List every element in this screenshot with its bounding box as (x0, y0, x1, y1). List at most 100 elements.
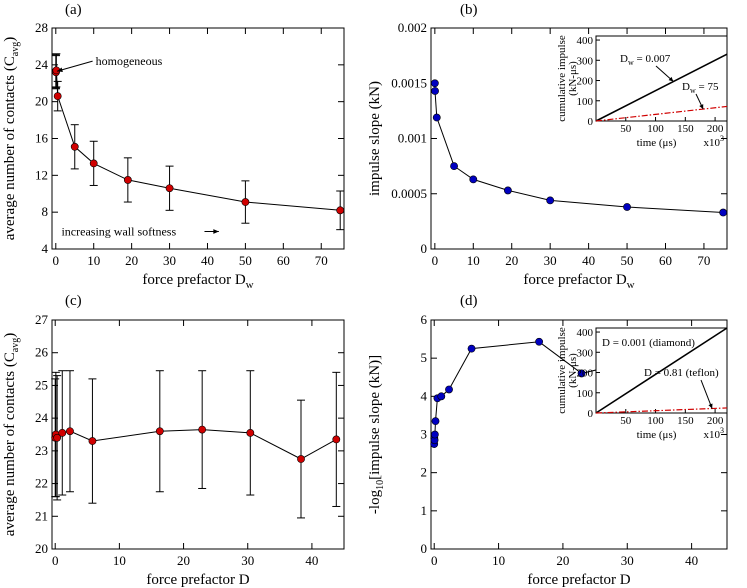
inset-y-axis-unit: (kN-μs) (567, 61, 579, 96)
data-point (66, 427, 74, 436)
data-point (53, 92, 62, 101)
x-tick-label: 30 (163, 253, 176, 268)
x-tick-label: 20 (125, 253, 138, 268)
x-tick-label: 0 (52, 553, 59, 568)
inset-x-label-main: time (μs) (637, 137, 677, 149)
y-axis-label-close: ) (2, 333, 18, 338)
data-point (467, 344, 476, 353)
inset-x-multiplier-base: x10 (704, 137, 721, 149)
panel-b: 0 10 20 30 40 50 60 7000.00050.0010.00150.002(b… (367, 2, 728, 291)
y-axis-label-rest: [impulse slope (kN)] (367, 355, 383, 480)
inset-series-line (595, 105, 728, 122)
inset-series-line (595, 327, 728, 414)
y-tick-label: 28 (35, 20, 48, 35)
y-tick-label: 5 (421, 350, 428, 365)
x-tick-label: 50 (239, 253, 252, 268)
data-point (430, 79, 439, 88)
inset-y-tick-label: 100 (577, 388, 594, 400)
x-tick-label: 0 (432, 253, 439, 268)
inset-y-tick-label: 200 (577, 76, 594, 88)
inset-x-tick-label: 100 (647, 123, 664, 135)
inset-x-axis-label: time (μs) (637, 429, 677, 441)
data-point (297, 455, 305, 463)
inset-x-multiplier: x103 (704, 426, 725, 441)
y-tick-label: 3 (421, 427, 428, 442)
y-tick-label: 22 (35, 476, 48, 491)
inset-series-line (595, 53, 728, 122)
inset-arrow-head (699, 104, 704, 110)
x-tick-label: 10 (113, 553, 126, 568)
inset-y-axis-label: cumulative impulse (556, 35, 568, 122)
y-tick-label: 0.0015 (391, 75, 427, 90)
y-tick-label: 25 (35, 377, 48, 392)
x-axis-label-sub: w (627, 279, 635, 291)
panel-label: (d) (460, 293, 478, 309)
x-tick-label: 0 (53, 253, 60, 268)
x-tick-label: 20 (556, 553, 569, 568)
y-axis-label-sub: avg (10, 42, 21, 56)
inset-x-multiplier-exp: 3 (720, 426, 724, 435)
inset-y-tick-label: 100 (577, 96, 594, 108)
y-tick-label: 0 (421, 241, 428, 256)
y-axis-label-sub: 10 (375, 480, 386, 490)
x-tick-label: 0 (431, 553, 438, 568)
inset-x-tick-label: 100 (647, 415, 664, 427)
data-point (241, 198, 250, 206)
inset-x-tick-label: 150 (677, 123, 694, 135)
data-point (198, 425, 207, 434)
x-axis-label: force prefactor D (146, 572, 249, 588)
y-tick-label: 12 (35, 167, 48, 182)
inset-arrow-head (668, 76, 674, 82)
x-axis-label: force prefactor Dw (142, 272, 253, 291)
data-point (437, 392, 446, 401)
inset-series-label-sub: w (690, 86, 696, 95)
x-tick-label: 70 (315, 253, 328, 268)
x-axis-label-main: force prefactor D (523, 272, 626, 288)
y-tick-label: 0.0005 (391, 186, 427, 201)
x-tick-label: 70 (697, 253, 710, 268)
data-point (719, 208, 728, 217)
inset-y-tick-label: 300 (577, 55, 594, 67)
y-tick-label: 23 (35, 443, 48, 458)
data-point (332, 435, 341, 444)
y-tick-label: 1 (421, 503, 428, 518)
y-tick-label: 8 (42, 204, 49, 219)
y-axis-label-main: -log (367, 489, 383, 514)
inset-arrow-head (708, 403, 713, 409)
inset-x-tick-label: 150 (677, 415, 694, 427)
inset-y-tick-label: 200 (577, 368, 594, 380)
x-tick-label: 30 (544, 253, 557, 268)
x-tick-label: 40 (685, 553, 698, 568)
data-point (535, 337, 544, 346)
y-axis-label-main: average number of contacts (C (2, 56, 18, 240)
x-axis-label-main: force prefactor D (146, 572, 249, 588)
data-point (88, 437, 97, 445)
x-tick-label: 20 (505, 253, 518, 268)
annotation-text: increasing wall softness (61, 225, 176, 239)
y-tick-label: 4 (421, 388, 428, 403)
inset-arrow-line (700, 379, 713, 409)
x-tick-label: 40 (305, 553, 318, 568)
y-axis-label-main: average number of contacts (C (2, 352, 18, 536)
inset-series-line (595, 407, 728, 414)
panel-c: 0 10 20 30 40 20 21 22 23 24 25 26 27 (c) force prefac… (2, 293, 345, 588)
data-point (53, 433, 62, 442)
plot-frame (51, 319, 345, 550)
annotation-text: homogeneous (96, 54, 163, 68)
y-axis-label: average number of contacts (Cavg) (2, 37, 21, 241)
inset-x-axis-label: time (μs) (637, 137, 677, 149)
inset-y-axis-unit: (kN-μs) (567, 353, 579, 388)
x-tick-label: 10 (87, 253, 100, 268)
y-tick-label: 16 (35, 131, 49, 146)
annotation-arrow-line (56, 60, 93, 72)
inset-x-tick-label: 50 (620, 123, 632, 135)
inset-x-tick-label: 200 (707, 415, 724, 427)
y-tick-label: 26 (35, 345, 49, 360)
inset-series-label-sub: w (628, 58, 634, 67)
y-tick-label: 24 (35, 410, 49, 425)
y-tick-label: 20 (35, 541, 48, 556)
y-tick-label: 0.001 (398, 131, 427, 146)
panel-a: 0 10 20 30 40 50 60 70 4 8 12 16 20 24 28 (a) force pref… (2, 2, 345, 291)
x-axis-label: force prefactor Dw (523, 272, 634, 291)
